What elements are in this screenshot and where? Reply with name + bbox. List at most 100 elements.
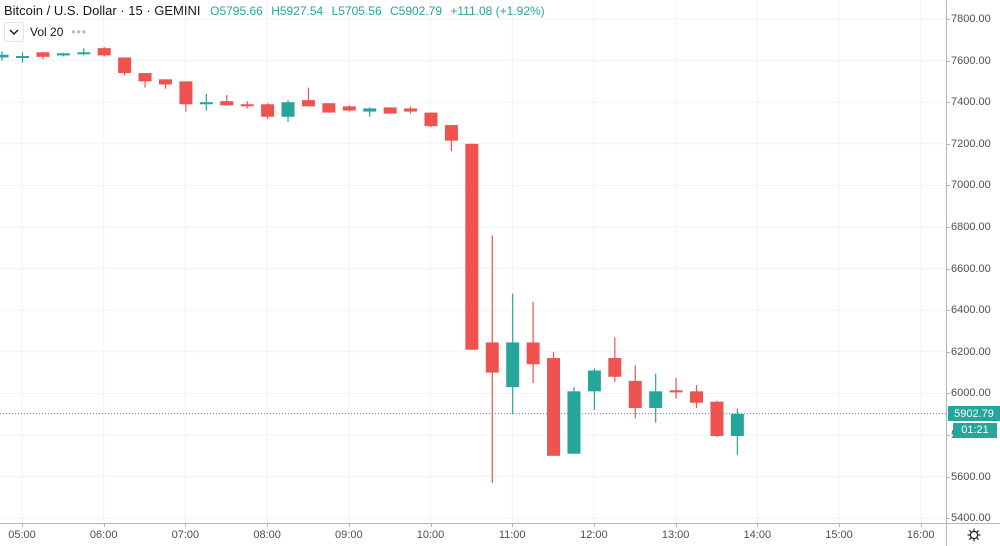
- price-tick-label: 5400.00: [951, 512, 991, 525]
- time-tick-label: 09:00: [335, 529, 363, 541]
- candle[interactable]: [608, 337, 622, 382]
- gear-icon: [967, 528, 981, 542]
- candle[interactable]: [465, 143, 479, 350]
- candle[interactable]: [506, 293, 520, 415]
- candle-body: [444, 125, 458, 141]
- price-tick-label: 7600.00: [951, 54, 991, 67]
- candle[interactable]: [547, 351, 561, 456]
- time-tick-label: 10:00: [416, 529, 445, 541]
- time-tick: [185, 524, 187, 527]
- change-value: +111.08 (+1.92%): [450, 4, 545, 18]
- candle-body: [179, 81, 193, 105]
- candle[interactable]: [424, 112, 438, 128]
- candle-body: [342, 106, 356, 111]
- candle-body: [16, 56, 29, 59]
- candle[interactable]: [710, 400, 724, 438]
- time-tick: [430, 524, 432, 527]
- time-tick: [593, 524, 595, 527]
- candle[interactable]: [261, 103, 275, 119]
- price-tick: [947, 227, 950, 228]
- price-tick-label: 5600.00: [951, 470, 991, 483]
- candle[interactable]: [526, 301, 540, 383]
- candle-body: [730, 413, 744, 437]
- time-axis[interactable]: 05:00 06:00 07:00 08:00 09:00 10:00 11:00 12:00…: [0, 523, 946, 546]
- high-value: H5927.54: [271, 4, 324, 18]
- candle-body: [628, 380, 642, 408]
- volume-indicator-label[interactable]: Vol 20: [30, 25, 64, 39]
- more-options-icon[interactable]: •••: [71, 25, 87, 39]
- candle[interactable]: [0, 51, 9, 61]
- candle[interactable]: [77, 48, 91, 56]
- candle-body: [240, 104, 254, 107]
- price-tick: [947, 143, 950, 145]
- candle-body: [690, 391, 704, 403]
- candle[interactable]: [342, 105, 356, 112]
- price-tick-label: 6400.00: [951, 304, 991, 317]
- time-tick-label: 05:00: [8, 529, 36, 541]
- candle[interactable]: [158, 79, 172, 89]
- candle-body: [710, 401, 724, 437]
- candle[interactable]: [628, 365, 642, 419]
- time-tick: [757, 524, 759, 527]
- candle-body: [526, 342, 540, 365]
- candle-body: [220, 101, 234, 106]
- candle[interactable]: [240, 101, 254, 109]
- price-tick: [947, 351, 950, 353]
- candle-body: [465, 143, 479, 350]
- candle-body: [77, 52, 91, 55]
- candle-body: [281, 102, 295, 117]
- price-tick: [947, 310, 950, 312]
- candle[interactable]: [138, 73, 152, 88]
- candle[interactable]: [730, 408, 744, 455]
- time-tick: [839, 524, 840, 527]
- candle[interactable]: [179, 81, 193, 112]
- candle[interactable]: [485, 235, 499, 483]
- price-tick-label: 7800.00: [951, 13, 991, 25]
- candle-body: [0, 54, 9, 58]
- collapse-indicators-button[interactable]: [4, 22, 24, 42]
- price-axis[interactable]: 7800.00 7600.00 7400.00 7200.00 7000.00 6800.…: [946, 0, 1000, 525]
- time-tick-label: 13:00: [661, 529, 690, 541]
- candle[interactable]: [220, 94, 234, 106]
- candle[interactable]: [649, 373, 663, 423]
- candle[interactable]: [587, 368, 601, 411]
- candle[interactable]: [363, 107, 377, 117]
- symbol-title[interactable]: Bitcoin / U.S. Dollar · 15 · GEMINI: [4, 3, 201, 18]
- chart-settings-button[interactable]: [946, 523, 1000, 546]
- price-tick: [947, 19, 950, 20]
- candle[interactable]: [118, 57, 132, 76]
- price-tick: [947, 60, 950, 62]
- candle-body: [322, 103, 336, 113]
- candle[interactable]: [199, 93, 213, 111]
- price-tick-label: 7200.00: [951, 137, 991, 150]
- candle[interactable]: [97, 47, 111, 57]
- candle[interactable]: [383, 107, 397, 114]
- candle-body: [587, 370, 601, 392]
- candlestick-chart[interactable]: [0, 0, 946, 523]
- candle[interactable]: [690, 385, 704, 408]
- candle-body: [97, 48, 111, 56]
- price-tick-label: 7400.00: [951, 96, 991, 109]
- candle-body: [118, 57, 132, 74]
- candle[interactable]: [444, 125, 458, 152]
- price-tick-label: 6000.00: [951, 387, 991, 400]
- last-price-badge: 5902.79: [948, 406, 1000, 422]
- candle[interactable]: [567, 387, 581, 454]
- chart-legend: Bitcoin / U.S. Dollar · 15 · GEMINI O579…: [4, 3, 550, 18]
- candle[interactable]: [16, 52, 29, 63]
- time-tick: [348, 524, 350, 527]
- price-tick-label: 6800.00: [951, 221, 991, 233]
- candle-body: [404, 108, 418, 112]
- candle[interactable]: [281, 100, 295, 122]
- time-tick: [920, 524, 922, 527]
- candle-body: [36, 52, 50, 57]
- candle[interactable]: [322, 103, 336, 113]
- time-tick-label: 14:00: [743, 529, 772, 541]
- candle[interactable]: [56, 52, 70, 57]
- time-tick-label: 11:00: [498, 529, 526, 541]
- candle[interactable]: [36, 51, 50, 60]
- candle[interactable]: [669, 377, 683, 399]
- candle[interactable]: [404, 106, 418, 114]
- chart-area[interactable]: Bitcoin / U.S. Dollar · 15 · GEMINI O579…: [0, 0, 946, 523]
- candle[interactable]: [301, 87, 315, 107]
